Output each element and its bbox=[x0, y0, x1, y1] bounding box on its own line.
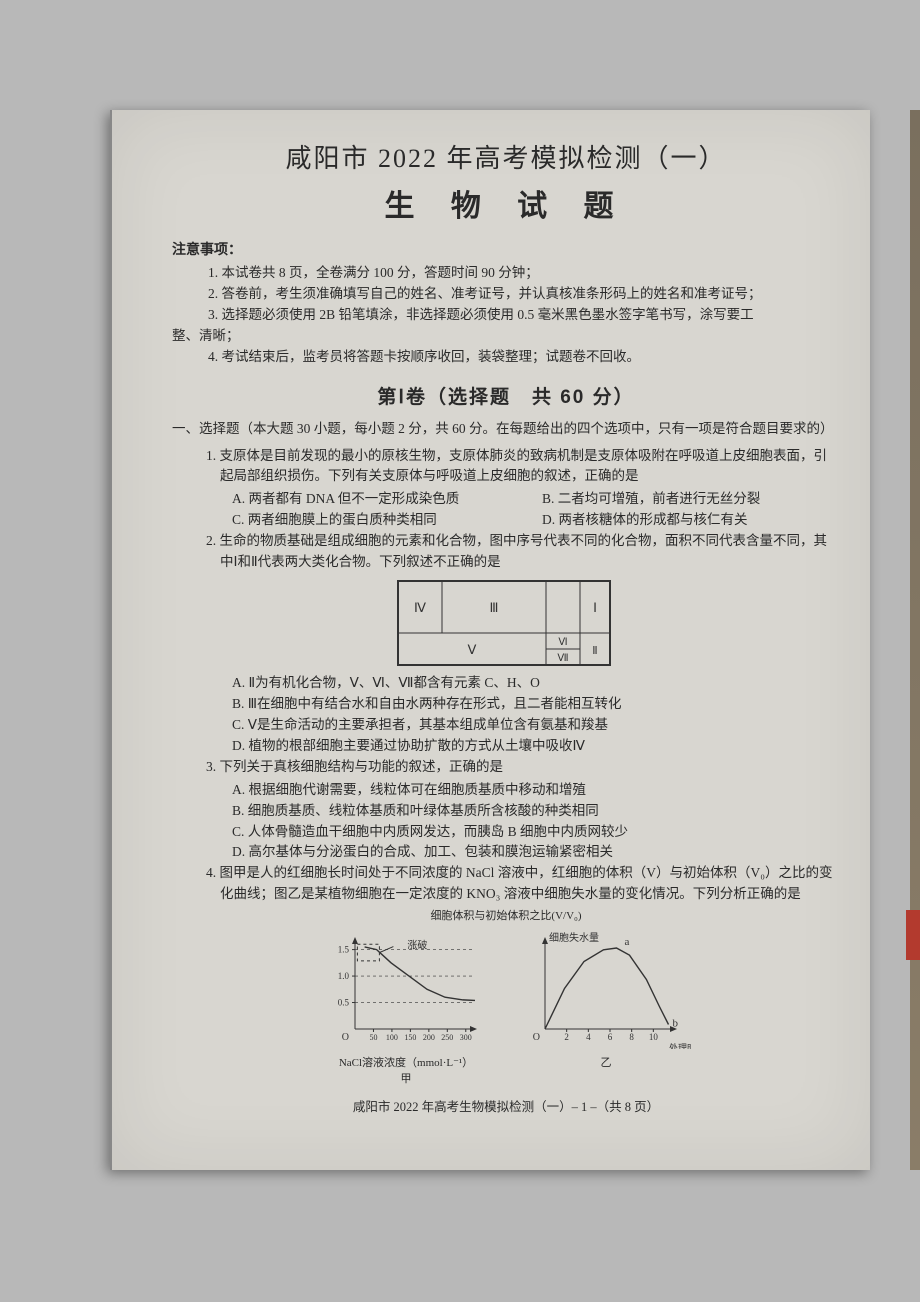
option-row: A. 两者都有 DNA 但不一定形成染色质 B. 二者均可增殖，前者进行无丝分裂 bbox=[172, 489, 840, 510]
notice-item: 1. 本试卷共 8 页，全卷满分 100 分，答题时间 90 分钟； bbox=[172, 263, 840, 284]
chart-jia: 0.5 1.0 1.5 50 100 150 200 250 300 O 涨破 NaCl溶液浓度（m… bbox=[321, 929, 491, 1086]
exam-subtitle: 生 物 试 题 bbox=[172, 181, 840, 225]
option-d: D. 植物的根部细胞主要通过协助扩散的方式从土壤中吸收Ⅳ bbox=[172, 736, 840, 757]
svg-text:0.5: 0.5 bbox=[338, 998, 350, 1008]
svg-text:O: O bbox=[533, 1032, 540, 1043]
q4-charts: 0.5 1.0 1.5 50 100 150 200 250 300 O 涨破 NaCl溶液浓度（m… bbox=[172, 929, 840, 1086]
chart-jia-xlabel: NaCl溶液浓度（mmol·L⁻¹） bbox=[321, 1054, 491, 1070]
exam-page: 咸阳市 2022 年高考模拟检测（一） 生 物 试 题 注意事项： 1. 本试卷… bbox=[110, 110, 870, 1170]
svg-text:涨破: 涨破 bbox=[407, 939, 427, 952]
option-d: D. 两者核糖体的形成都与核仁有关 bbox=[542, 510, 748, 531]
svg-text:Ⅰ: Ⅰ bbox=[593, 600, 597, 615]
svg-text:O: O bbox=[342, 1032, 349, 1043]
q2-svg: Ⅳ Ⅲ Ⅴ Ⅵ Ⅶ Ⅰ Ⅱ bbox=[396, 579, 616, 669]
svg-text:10: 10 bbox=[649, 1032, 659, 1042]
svg-text:细胞失水量: 细胞失水量 bbox=[549, 931, 599, 944]
question-stem: 2. 生命的物质基础是组成细胞的元素和化合物，图中序号代表不同的化合物，面积不同… bbox=[172, 531, 840, 573]
svg-text:Ⅲ: Ⅲ bbox=[490, 600, 499, 615]
svg-text:a: a bbox=[625, 936, 630, 948]
notice-item: 3. 选择题必须使用 2B 铅笔填涂，非选择题必须使用 0.5 毫米黑色墨水签字… bbox=[172, 305, 840, 326]
svg-text:8: 8 bbox=[629, 1032, 634, 1042]
notice-item: 2. 答卷前，考生须准确填写自己的姓名、准考证号，并认真核准条形码上的姓名和准考… bbox=[172, 284, 840, 305]
svg-text:200: 200 bbox=[423, 1033, 435, 1042]
svg-text:Ⅶ: Ⅶ bbox=[557, 653, 568, 664]
chart-jia-svg: 0.5 1.0 1.5 50 100 150 200 250 300 O 涨破 bbox=[321, 929, 491, 1049]
svg-text:处理时间(min): 处理时间(min) bbox=[669, 1042, 691, 1049]
svg-text:250: 250 bbox=[441, 1033, 453, 1042]
svg-text:Ⅱ: Ⅱ bbox=[592, 645, 597, 657]
svg-text:100: 100 bbox=[386, 1033, 398, 1042]
page-footer: 咸阳市 2022 年高考生物模拟检测（一）– 1 –（共 8 页） bbox=[172, 1096, 840, 1115]
red-tab bbox=[906, 910, 920, 960]
svg-text:4: 4 bbox=[586, 1032, 591, 1042]
question-stem: 3. 下列关于真核细胞结构与功能的叙述，正确的是 bbox=[172, 757, 840, 778]
option-a: A. 两者都有 DNA 但不一定形成染色质 bbox=[232, 489, 542, 510]
svg-text:Ⅵ: Ⅵ bbox=[558, 637, 567, 648]
chart-yi-footer: 乙 bbox=[521, 1054, 691, 1070]
svg-text:b: b bbox=[673, 1018, 679, 1030]
chart-jia-title: 细胞体积与初始体积之比(V/V₀) bbox=[172, 907, 840, 923]
svg-text:2: 2 bbox=[564, 1032, 569, 1042]
svg-text:50: 50 bbox=[369, 1033, 377, 1042]
question-stem: 1. 支原体是目前发现的最小的原核生物，支原体肺炎的致病机制是支原体吸附在呼吸道… bbox=[172, 446, 840, 488]
page-edge-shadow bbox=[910, 110, 920, 1170]
svg-text:1.5: 1.5 bbox=[338, 945, 350, 955]
option-b: B. 细胞质基质、线粒体基质和叶绿体基质所含核酸的种类相同 bbox=[172, 801, 840, 822]
svg-text:150: 150 bbox=[404, 1033, 416, 1042]
section-heading: 第Ⅰ卷（选择题 共 60 分） bbox=[172, 382, 840, 409]
option-c: C. Ⅴ是生命活动的主要承担者，其基本组成单位含有氨基和羧基 bbox=[172, 715, 840, 736]
notice-tail: 整、清晰； bbox=[172, 326, 840, 347]
option-c: C. 两者细胞膜上的蛋白质种类相同 bbox=[232, 510, 542, 531]
option-a: A. 根据细胞代谢需要，线粒体可在细胞质基质中移动和增殖 bbox=[172, 780, 840, 801]
option-row: C. 两者细胞膜上的蛋白质种类相同 D. 两者核糖体的形成都与核仁有关 bbox=[172, 510, 840, 531]
svg-text:1.0: 1.0 bbox=[338, 971, 350, 981]
chart-yi: 细胞失水量 2 4 6 8 10 O 处理时间(min) a b 乙 bbox=[521, 929, 691, 1086]
option-b: B. Ⅲ在细胞中有结合水和自由水两种存在形式，且二者能相互转化 bbox=[172, 694, 840, 715]
chart-yi-svg: 细胞失水量 2 4 6 8 10 O 处理时间(min) a b bbox=[521, 929, 691, 1049]
svg-text:6: 6 bbox=[608, 1032, 613, 1042]
svg-text:Ⅳ: Ⅳ bbox=[414, 600, 426, 615]
svg-text:Ⅴ: Ⅴ bbox=[468, 642, 477, 657]
q2-diagram: Ⅳ Ⅲ Ⅴ Ⅵ Ⅶ Ⅰ Ⅱ bbox=[396, 579, 616, 669]
notice-heading: 注意事项： bbox=[172, 239, 840, 259]
chart-jia-footer: 甲 bbox=[321, 1070, 491, 1086]
svg-text:300: 300 bbox=[460, 1033, 472, 1042]
option-a: A. Ⅱ为有机化合物，Ⅴ、Ⅵ、Ⅶ都含有元素 C、H、O bbox=[172, 673, 840, 694]
option-b: B. 二者均可增殖，前者进行无丝分裂 bbox=[542, 489, 760, 510]
part-heading: 一、选择题（本大题 30 小题，每小题 2 分，共 60 分。在每题给出的四个选… bbox=[172, 419, 840, 440]
option-c: C. 人体骨髓造血干细胞中内质网发达，而胰岛 B 细胞中内质网较少 bbox=[172, 822, 840, 843]
notice-item: 4. 考试结束后，监考员将答题卡按顺序收回，装袋整理；试题卷不回收。 bbox=[172, 347, 840, 368]
option-d: D. 高尔基体与分泌蛋白的合成、加工、包装和膜泡运输紧密相关 bbox=[172, 842, 840, 863]
exam-title: 咸阳市 2022 年高考模拟检测（一） bbox=[172, 138, 840, 175]
question-stem: 4. 图甲是人的红细胞长时间处于不同浓度的 NaCl 溶液中，红细胞的体积（V）… bbox=[172, 863, 840, 905]
